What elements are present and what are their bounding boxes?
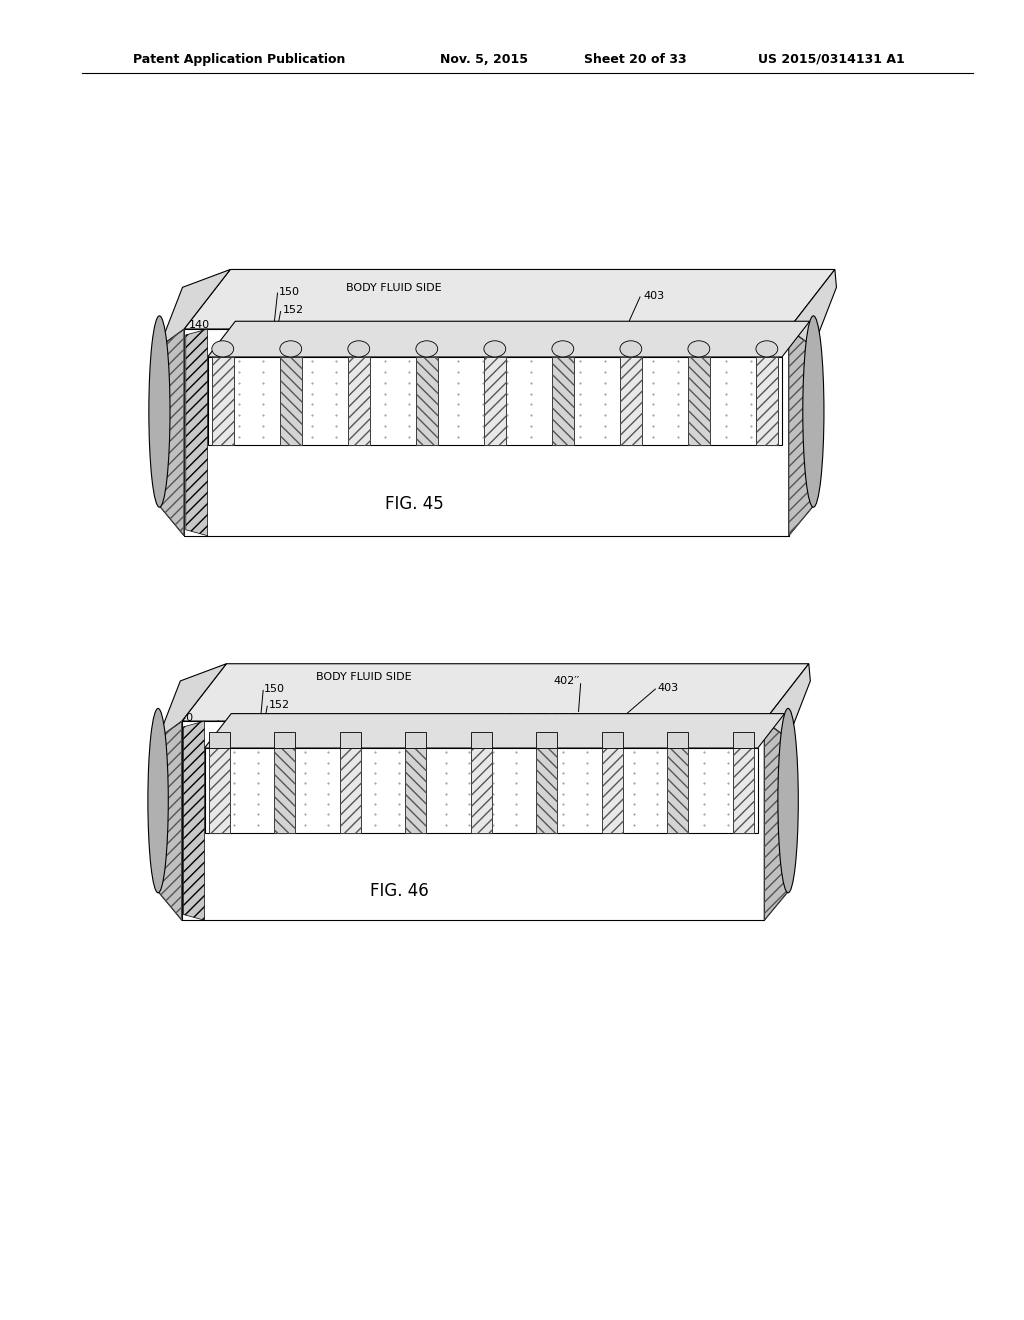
Text: FIG. 46: FIG. 46 xyxy=(370,882,429,900)
Polygon shape xyxy=(185,329,208,536)
Text: FIG. 45: FIG. 45 xyxy=(385,495,444,513)
Polygon shape xyxy=(552,356,573,445)
Polygon shape xyxy=(471,748,492,833)
Text: Patent Application Publication: Patent Application Publication xyxy=(133,53,345,66)
Text: 140: 140 xyxy=(188,319,210,330)
Polygon shape xyxy=(602,748,623,833)
Ellipse shape xyxy=(484,341,506,356)
Ellipse shape xyxy=(416,341,437,356)
Text: 140: 140 xyxy=(690,396,712,407)
Text: 152: 152 xyxy=(269,700,291,710)
Text: DEVICE SIDE: DEVICE SIDE xyxy=(507,713,578,723)
Polygon shape xyxy=(340,733,360,748)
Polygon shape xyxy=(184,269,835,329)
Polygon shape xyxy=(348,356,370,445)
Polygon shape xyxy=(274,733,295,748)
Text: US 2015/0314131 A1: US 2015/0314131 A1 xyxy=(758,53,904,66)
Polygon shape xyxy=(209,748,229,833)
Polygon shape xyxy=(184,477,812,536)
Polygon shape xyxy=(182,863,786,920)
Polygon shape xyxy=(274,748,295,833)
Polygon shape xyxy=(764,721,788,920)
Text: 150: 150 xyxy=(662,760,683,771)
Ellipse shape xyxy=(620,341,642,356)
Polygon shape xyxy=(212,356,233,445)
Polygon shape xyxy=(471,733,492,748)
Polygon shape xyxy=(602,733,623,748)
Polygon shape xyxy=(733,733,754,748)
Polygon shape xyxy=(756,356,778,445)
Polygon shape xyxy=(182,721,764,920)
Text: 122: 122 xyxy=(151,733,172,743)
Text: Nov. 5, 2015: Nov. 5, 2015 xyxy=(440,53,528,66)
Polygon shape xyxy=(160,269,230,347)
Text: 152: 152 xyxy=(683,381,705,392)
Text: 402′′: 402′′ xyxy=(553,676,580,686)
Text: 188: 188 xyxy=(522,748,544,759)
Ellipse shape xyxy=(280,341,302,356)
Ellipse shape xyxy=(803,315,824,507)
Text: 122: 122 xyxy=(158,339,179,350)
Text: 403: 403 xyxy=(657,682,679,693)
Ellipse shape xyxy=(148,315,170,507)
Text: BODY FLUID SIDE: BODY FLUID SIDE xyxy=(346,282,442,293)
Polygon shape xyxy=(537,733,557,748)
Text: 152: 152 xyxy=(669,774,690,784)
Text: 150: 150 xyxy=(279,286,300,297)
Polygon shape xyxy=(209,733,229,748)
Polygon shape xyxy=(537,748,557,833)
Polygon shape xyxy=(160,329,184,536)
Polygon shape xyxy=(184,329,788,536)
Polygon shape xyxy=(208,321,810,356)
Text: DEVICE SIDE: DEVICE SIDE xyxy=(532,325,603,335)
Ellipse shape xyxy=(552,341,573,356)
Polygon shape xyxy=(406,733,426,748)
Text: BODY FLUID SIDE: BODY FLUID SIDE xyxy=(315,672,412,682)
Text: 188: 188 xyxy=(537,356,558,367)
Text: 150: 150 xyxy=(677,368,698,379)
Ellipse shape xyxy=(778,709,799,892)
Polygon shape xyxy=(788,329,813,536)
Polygon shape xyxy=(158,664,226,738)
Polygon shape xyxy=(280,356,302,445)
Text: 140: 140 xyxy=(172,713,194,723)
Polygon shape xyxy=(733,748,754,833)
Polygon shape xyxy=(208,356,782,445)
Ellipse shape xyxy=(756,341,778,356)
Polygon shape xyxy=(764,664,810,738)
Text: 402’: 402’ xyxy=(516,343,541,354)
Polygon shape xyxy=(668,733,688,748)
Text: 152: 152 xyxy=(283,305,304,315)
Text: 150: 150 xyxy=(264,684,286,694)
Polygon shape xyxy=(340,748,360,833)
Polygon shape xyxy=(668,748,688,833)
Polygon shape xyxy=(620,356,642,445)
Polygon shape xyxy=(788,269,837,347)
Text: 140: 140 xyxy=(676,788,697,799)
Polygon shape xyxy=(416,356,437,445)
Polygon shape xyxy=(484,356,506,445)
Text: 403: 403 xyxy=(643,290,665,301)
Polygon shape xyxy=(182,664,809,721)
Text: 186: 186 xyxy=(328,722,349,733)
Text: 402′′′: 402′′′ xyxy=(495,735,523,746)
Ellipse shape xyxy=(147,709,168,892)
Text: 186: 186 xyxy=(348,335,370,346)
Polygon shape xyxy=(158,721,182,920)
Text: Sheet 20 of 33: Sheet 20 of 33 xyxy=(584,53,686,66)
Ellipse shape xyxy=(212,341,233,356)
Polygon shape xyxy=(406,748,426,833)
Polygon shape xyxy=(205,714,784,748)
Polygon shape xyxy=(688,356,710,445)
Ellipse shape xyxy=(688,341,710,356)
Ellipse shape xyxy=(348,341,370,356)
Polygon shape xyxy=(205,748,758,833)
Polygon shape xyxy=(183,721,205,920)
